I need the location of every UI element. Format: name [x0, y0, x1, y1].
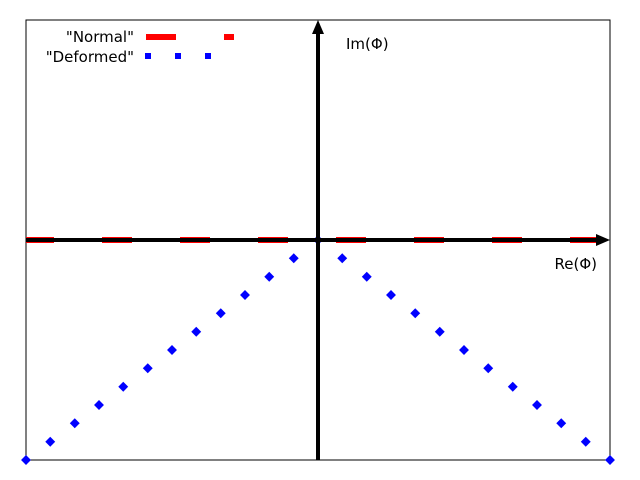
series-deformed-point — [556, 418, 567, 429]
x-axis-arrowhead — [596, 234, 610, 246]
series-deformed-point — [45, 436, 56, 447]
series-deformed-point — [240, 290, 250, 300]
series-deformed-point — [215, 308, 226, 319]
legend: "Normal" "Deformed" — [46, 28, 234, 66]
series-deformed-point — [264, 271, 275, 282]
series-deformed-point — [386, 290, 396, 300]
series-deformed-point — [580, 436, 591, 447]
series-deformed-point — [532, 400, 542, 410]
series-deformed-point — [142, 363, 153, 374]
series-deformed-point — [361, 271, 372, 282]
series-deformed-point — [167, 345, 177, 355]
series-deformed-point — [288, 253, 299, 264]
legend-label: "Normal" — [66, 28, 134, 46]
legend-deformed-swatch — [145, 53, 151, 59]
series-deformed-point — [94, 400, 104, 410]
legend-deformed-swatch — [205, 53, 211, 59]
legend-deformed-swatch — [175, 53, 181, 59]
series-deformed-point — [69, 418, 80, 429]
series-deformed-point — [410, 308, 421, 319]
series-deformed-point — [483, 363, 494, 374]
series-deformed-point — [118, 381, 129, 392]
y-axis-arrowhead — [312, 20, 324, 34]
series-deformed-point — [459, 345, 469, 355]
series-deformed-point — [191, 326, 202, 337]
series-deformed-point — [507, 381, 518, 392]
x-axis-label: Re(Φ) — [555, 255, 598, 273]
series-deformed-point — [337, 253, 348, 264]
legend-label: "Deformed" — [46, 48, 134, 66]
series-deformed-point — [605, 455, 615, 465]
series-deformed-point — [21, 455, 31, 465]
axes-layer — [26, 20, 610, 460]
y-axis-label: Im(Φ) — [346, 35, 389, 53]
series-deformed-point — [434, 326, 445, 337]
